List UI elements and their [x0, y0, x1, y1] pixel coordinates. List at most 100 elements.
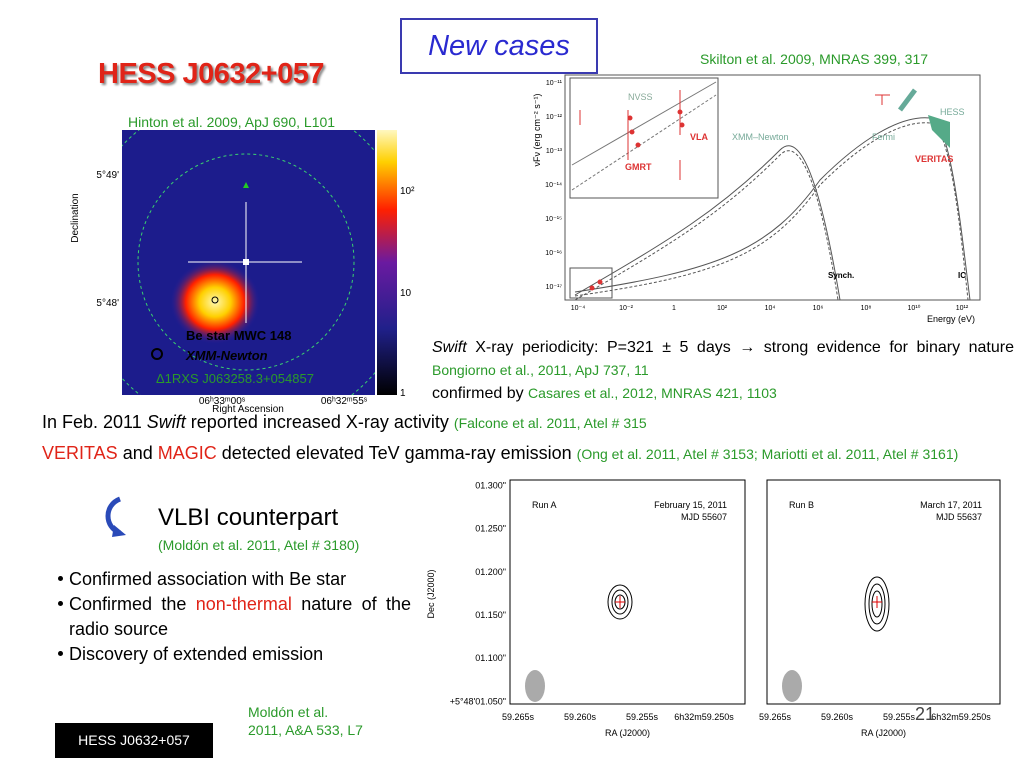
text: Moldón et al.	[248, 704, 329, 720]
citation: (Falcone et al. 2011, Atel # 315	[453, 415, 647, 431]
sed-label: IC	[958, 271, 966, 280]
sed-label: HESS	[940, 107, 965, 117]
axis-label: RA (J2000)	[605, 728, 650, 738]
panel-label: Run B	[789, 500, 814, 510]
contour	[607, 584, 633, 620]
tag-box: New cases	[400, 18, 598, 74]
text: 2011, A&A 533, L7	[248, 722, 363, 738]
tick-label: 6h32m59.250s	[931, 712, 991, 722]
text: X-ray periodicity: P=321 ± 5 days → stro…	[475, 339, 1014, 356]
emphasis: Swift	[432, 339, 467, 356]
tick-label: 10⁴	[765, 305, 776, 312]
title: HESS J0632+057	[98, 58, 325, 90]
contour	[868, 583, 886, 625]
tick-label: 10¹²	[956, 305, 969, 312]
finding: In Feb. 2011 Swift reported increased X-…	[42, 412, 647, 433]
bullet: Confirmed association with Be star	[55, 567, 411, 592]
axis-label: Energy (eV)	[927, 314, 975, 324]
tick-label: 10⁻²	[619, 305, 633, 312]
bullet: Discovery of extended emission	[55, 642, 411, 667]
vlbi-figure: Run A February 15, 2011 MJD 55607 59.265s 59…	[426, 479, 1001, 738]
tick-label: 59.265s	[502, 712, 535, 722]
tick-label: 10⁻¹¹	[546, 80, 563, 87]
tick-label: 10⁻⁴	[571, 305, 586, 312]
beam	[525, 670, 545, 702]
tick-label: 59.260s	[564, 712, 597, 722]
sed-label: VLA	[690, 132, 709, 142]
instrument: MAGIC	[157, 443, 217, 463]
beam	[782, 670, 802, 702]
swift-note: Swift X-ray periodicity: P=321 ± 5 days …	[432, 337, 1014, 405]
legend-entry: XMM-Newton	[185, 348, 268, 363]
contour	[864, 576, 890, 632]
bullet-list: Confirmed association with Be star Confi…	[55, 567, 411, 667]
tick-label: 10⁻¹⁵	[545, 216, 562, 223]
tick-label: 59.265s	[759, 712, 792, 722]
tick-label: 06ʰ32ᵐ55ˢ	[321, 396, 368, 407]
contour	[871, 590, 883, 618]
reference: Moldón et al. 2011, A&A 533, L7	[248, 703, 363, 739]
citation: (Ong et al. 2011, Atel # 3153; Mariotti …	[576, 446, 959, 462]
tick-label: 10⁻¹²	[546, 114, 563, 121]
tick-label: 10⁻¹⁷	[546, 284, 563, 291]
citation: Casares et al., 2012, MNRAS 421, 1103	[528, 385, 777, 401]
sed-label: Fermi	[872, 132, 895, 142]
tick-label: 10⁶	[813, 305, 824, 312]
sky-map: Declination Right Ascension 5°49' 5°48' …	[70, 130, 415, 415]
panel-label: Run A	[532, 500, 557, 510]
tick-label: 1	[400, 388, 406, 399]
emphasis: Swift	[146, 412, 186, 432]
panel-label: March 17, 2011	[920, 500, 982, 510]
citation: Skilton et al. 2009, MNRAS 399, 317	[700, 51, 929, 67]
tick-label: 1	[672, 305, 676, 312]
tick-label: 06ʰ33ᵐ00ˢ	[199, 396, 246, 407]
finding: VERITAS and MAGIC detected elevated TeV …	[42, 440, 1017, 467]
legend-entry: Be star MWC 148	[186, 328, 291, 343]
text: In Feb. 2011	[42, 412, 142, 432]
bullet: Confirmed the non-thermal nature of the …	[55, 592, 411, 642]
tick-label: 10	[400, 288, 412, 299]
text: detected elevated TeV gamma-ray emission	[221, 443, 572, 463]
axis-label: Declination	[70, 193, 81, 242]
sed-label: VERITAS	[915, 154, 953, 164]
tick-label: 59.260s	[821, 712, 854, 722]
text: and	[122, 443, 153, 463]
citation: (Moldón et al. 2011, Atel # 3180)	[158, 537, 360, 553]
sed-label: Synch.	[828, 271, 854, 280]
page-number: 21	[915, 704, 936, 724]
text: Confirmed the	[69, 594, 187, 614]
tick-label: 10²	[400, 186, 415, 197]
arrow-icon	[105, 496, 126, 537]
sed-label: XMM–Newton	[732, 132, 789, 142]
tick-label: 10⁸	[861, 305, 872, 312]
sed-label: GMRT	[625, 162, 652, 172]
tick-label: +5°48'01.050"	[450, 696, 506, 706]
tick-label: 01.100"	[475, 653, 506, 663]
footer-box: HESS J0632+057	[55, 723, 213, 758]
panel-frame	[509, 479, 746, 705]
highlight: non-thermal	[195, 594, 292, 614]
tag: New cases	[428, 30, 570, 62]
panel-label: MJD 55607	[681, 512, 727, 522]
footer-label: HESS J0632+057	[78, 732, 190, 748]
tick-label: 10⁻¹⁶	[545, 250, 562, 257]
sed-figure: NVSS VLA GMRT XMM–Newton Fermi HESS VERI…	[532, 74, 981, 324]
tick-label: 10⁻¹⁴	[545, 182, 562, 189]
axis-label: Right Ascension	[212, 404, 284, 415]
contour	[611, 589, 629, 615]
tick-label: 59.255s	[626, 712, 659, 722]
instrument: VERITAS	[42, 443, 118, 463]
axis-label: Dec (J2000)	[426, 569, 436, 618]
tick-label: 59.255s	[883, 712, 916, 722]
vlbi-title: VLBI counterpart	[158, 504, 339, 531]
tick-label: 01.250"	[475, 524, 506, 534]
tick-label: 5°48'	[96, 298, 119, 309]
tick-label: 10¹⁰	[908, 304, 921, 312]
text: nature of the radio source	[69, 594, 411, 639]
citation: Hinton et al. 2009, ApJ 690, L101	[128, 114, 336, 130]
tick-label: 10²	[717, 305, 728, 312]
tick-label: 10⁻¹³	[546, 148, 563, 155]
sed-label: NVSS	[628, 92, 653, 102]
text: confirmed by	[432, 385, 524, 402]
